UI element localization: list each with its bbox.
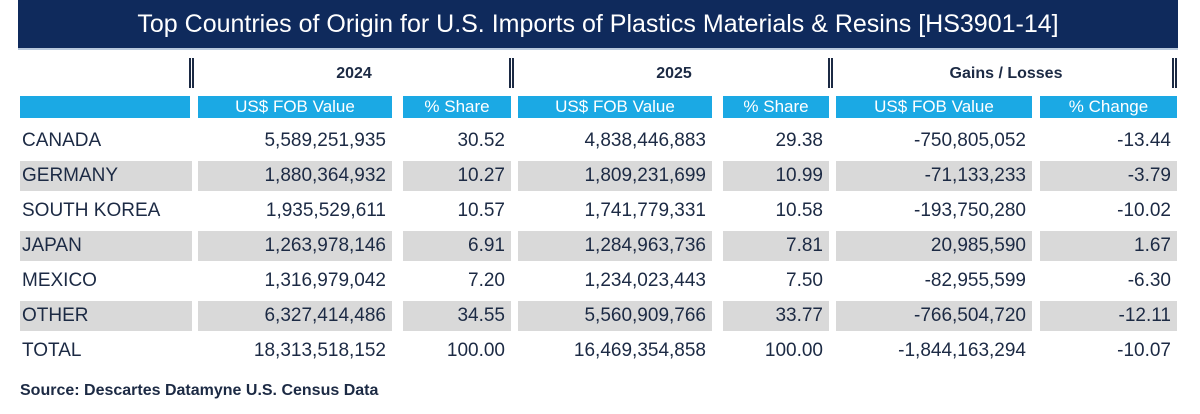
value-cell: -12.11: [1040, 301, 1177, 331]
value-cell: 7.81: [723, 231, 829, 261]
value-cell: 7.50: [786, 270, 823, 291]
country-cell: JAPAN: [20, 231, 192, 261]
column-header: % Share: [403, 96, 511, 118]
page-title: Top Countries of Origin for U.S. Imports…: [18, 0, 1178, 50]
value-cell: -6.30: [1127, 270, 1171, 291]
table-row: TOTAL 18,313,518,152 100.00 16,469,354,858 1…: [0, 336, 1200, 366]
value-cell: -750,805,052: [914, 130, 1026, 151]
value-cell: 10.58: [775, 200, 823, 221]
value-cell: -10.07: [1117, 340, 1171, 361]
divider: [509, 58, 514, 88]
value-cell: -13.44: [1117, 130, 1171, 151]
header-blank: [20, 96, 190, 118]
value-cell: 5,560,909,766: [518, 301, 712, 331]
value-cell: 100.00: [764, 340, 823, 361]
value-cell: 5,589,251,935: [264, 130, 386, 151]
value-cell: 1,809,231,699: [518, 161, 712, 191]
value-cell: 7.20: [468, 270, 505, 291]
value-cell: -3.79: [1040, 161, 1177, 191]
value-cell: 6,327,414,486: [198, 301, 392, 331]
value-cell: 1,284,963,736: [518, 231, 712, 261]
value-cell: 1.67: [1040, 231, 1177, 261]
value-cell: -766,504,720: [836, 301, 1032, 331]
value-cell: 33.77: [723, 301, 829, 331]
value-cell: 1,880,364,932: [198, 161, 392, 191]
column-header: % Share: [723, 96, 829, 118]
country-cell: GERMANY: [20, 161, 192, 191]
country-cell: SOUTH KOREA: [22, 200, 161, 221]
country-cell: OTHER: [20, 301, 192, 331]
divider: [189, 58, 194, 88]
value-cell: -10.02: [1117, 200, 1171, 221]
table-row: GERMANY 1,880,364,932 10.27 1,809,231,699 10…: [0, 161, 1200, 191]
divider: [828, 58, 833, 88]
table-row: MEXICO 1,316,979,042 7.20 1,234,023,443 7.50…: [0, 266, 1200, 296]
value-cell: 100.00: [446, 340, 505, 361]
value-cell: 10.27: [403, 161, 511, 191]
value-cell: 20,985,590: [836, 231, 1032, 261]
value-cell: 1,935,529,611: [265, 200, 386, 221]
value-cell: 1,741,779,331: [584, 200, 706, 221]
value-cell: 18,313,518,152: [253, 340, 386, 361]
value-cell: 4,838,446,883: [584, 130, 706, 151]
value-cell: -82,955,599: [924, 270, 1026, 291]
table-row: OTHER 6,327,414,486 34.55 5,560,909,766 33.7…: [0, 301, 1200, 331]
value-cell: 1,316,979,042: [264, 270, 386, 291]
value-cell: 30.52: [457, 130, 505, 151]
value-cell: 6.91: [403, 231, 511, 261]
group-header-gains-losses: Gains / Losses: [949, 65, 1063, 82]
value-cell: 10.99: [723, 161, 829, 191]
value-cell: -193,750,280: [914, 200, 1026, 221]
value-cell: 1,234,023,443: [584, 270, 706, 291]
group-header-2024: 2024: [336, 65, 372, 82]
value-cell: 16,469,354,858: [573, 340, 706, 361]
column-header: % Change: [1040, 96, 1177, 118]
table-row: JAPAN 1,263,978,146 6.91 1,284,963,736 7.81 2…: [0, 231, 1200, 261]
value-cell: -1,844,163,294: [898, 340, 1026, 361]
column-header: US$ FOB Value: [836, 96, 1032, 118]
table-row: SOUTH KOREA 1,935,529,611 10.57 1,741,779,3…: [0, 196, 1200, 226]
value-cell: 34.55: [403, 301, 511, 331]
country-cell: MEXICO: [22, 270, 97, 291]
column-header: US$ FOB Value: [198, 96, 392, 118]
source-note: Source: Descartes Datamyne U.S. Census D…: [20, 382, 379, 399]
country-cell: TOTAL: [22, 340, 82, 361]
table-row: CANADA 5,589,251,935 30.52 4,838,446,883 29.…: [0, 126, 1200, 156]
value-cell: 1,263,978,146: [198, 231, 392, 261]
value-cell: 10.57: [457, 200, 505, 221]
group-header-2025: 2025: [656, 65, 692, 82]
value-cell: -71,133,233: [836, 161, 1032, 191]
country-cell: CANADA: [22, 130, 102, 151]
divider: [1172, 58, 1177, 88]
column-header: US$ FOB Value: [518, 96, 712, 118]
value-cell: 29.38: [775, 130, 823, 151]
